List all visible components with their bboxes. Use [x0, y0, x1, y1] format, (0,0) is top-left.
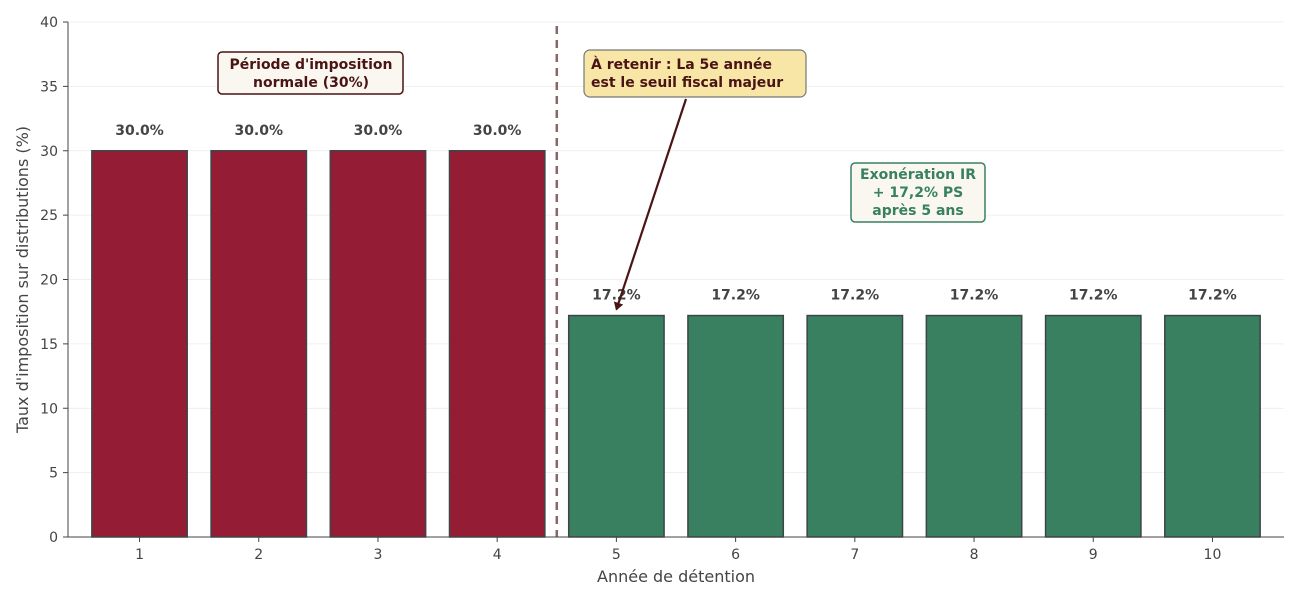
bar [1164, 314, 1261, 538]
annotation-exemption-box [850, 162, 986, 223]
bar [329, 150, 427, 538]
data-label: 17.2% [1069, 288, 1118, 304]
data-label: 17.2% [950, 288, 999, 304]
data-labels: 30.0% 30.0% 30.0% 30.0% 17.2% 17.2% 17.2% 17.2%… [115, 123, 1237, 304]
data-label: 17.2% [711, 288, 760, 304]
data-label: 30.0% [115, 123, 164, 139]
data-label: 30.0% [473, 123, 522, 139]
x-tick-label: 1 [135, 547, 144, 563]
data-label: 17.2% [1188, 288, 1237, 304]
bar [1044, 314, 1142, 538]
ticks: 0 5 10 15 20 25 30 35 40 1 2 3 4 5 6 7 8 9 10 [40, 15, 1221, 563]
x-tick-label: 7 [850, 547, 859, 563]
y-tick-label: 5 [49, 466, 58, 482]
y-tick-label: 10 [40, 401, 58, 417]
annotation-exemption-line3: après 5 ans [872, 203, 963, 219]
y-tick-label: 25 [40, 208, 58, 224]
x-tick-label: 4 [493, 547, 502, 563]
annotation-key-point: À retenir : La 5e année est le seuil fis… [583, 49, 807, 311]
x-tick-label: 3 [373, 547, 382, 563]
bar [448, 150, 546, 538]
x-tick-label: 9 [1089, 547, 1098, 563]
y-tick-label: 40 [40, 15, 58, 31]
bar [925, 314, 1023, 538]
y-tick-label: 20 [40, 273, 58, 289]
annotation-exemption: Exonération IR + 17,2% PS après 5 ans [850, 162, 986, 223]
bar [210, 150, 308, 538]
x-tick-label: 8 [970, 547, 979, 563]
annotation-exemption-line2: + 17,2% PS [873, 185, 963, 201]
annotation-key-point-arrow [613, 98, 688, 311]
annotation-normal-period-line2: normale (30%) [253, 75, 369, 91]
bar [806, 314, 904, 538]
y-tick-label: 35 [40, 79, 58, 95]
bar [687, 314, 785, 538]
annotation-normal-period-line1: Période d'imposition [229, 57, 392, 73]
x-tick-label: 10 [1204, 547, 1222, 563]
y-tick-label: 15 [40, 337, 58, 353]
data-label: 30.0% [354, 123, 403, 139]
annotation-normal-period: Période d'imposition normale (30%) [217, 51, 404, 95]
y-axis-title: Taux d'imposition sur distributions (%) [13, 126, 32, 434]
x-tick-label: 6 [731, 547, 740, 563]
annotation-exemption-line1: Exonération IR [860, 167, 976, 183]
y-tick-label: 0 [49, 530, 58, 546]
annotation-key-point-box [583, 49, 807, 98]
y-tick-label: 30 [40, 144, 58, 160]
bar [91, 150, 188, 538]
data-label: 17.2% [592, 288, 641, 304]
x-axis-title: Année de détention [597, 567, 755, 586]
annotation-key-point-line1: À retenir : La 5e année [591, 56, 772, 73]
bar [567, 314, 665, 538]
data-label: 17.2% [831, 288, 880, 304]
data-label: 30.0% [234, 123, 283, 139]
bars [91, 150, 1261, 538]
x-tick-label: 5 [612, 547, 621, 563]
annotation-key-point-line2: est le seuil fiscal majeur [591, 75, 783, 91]
annotation-normal-period-box [217, 51, 404, 95]
x-tick-label: 2 [254, 547, 263, 563]
